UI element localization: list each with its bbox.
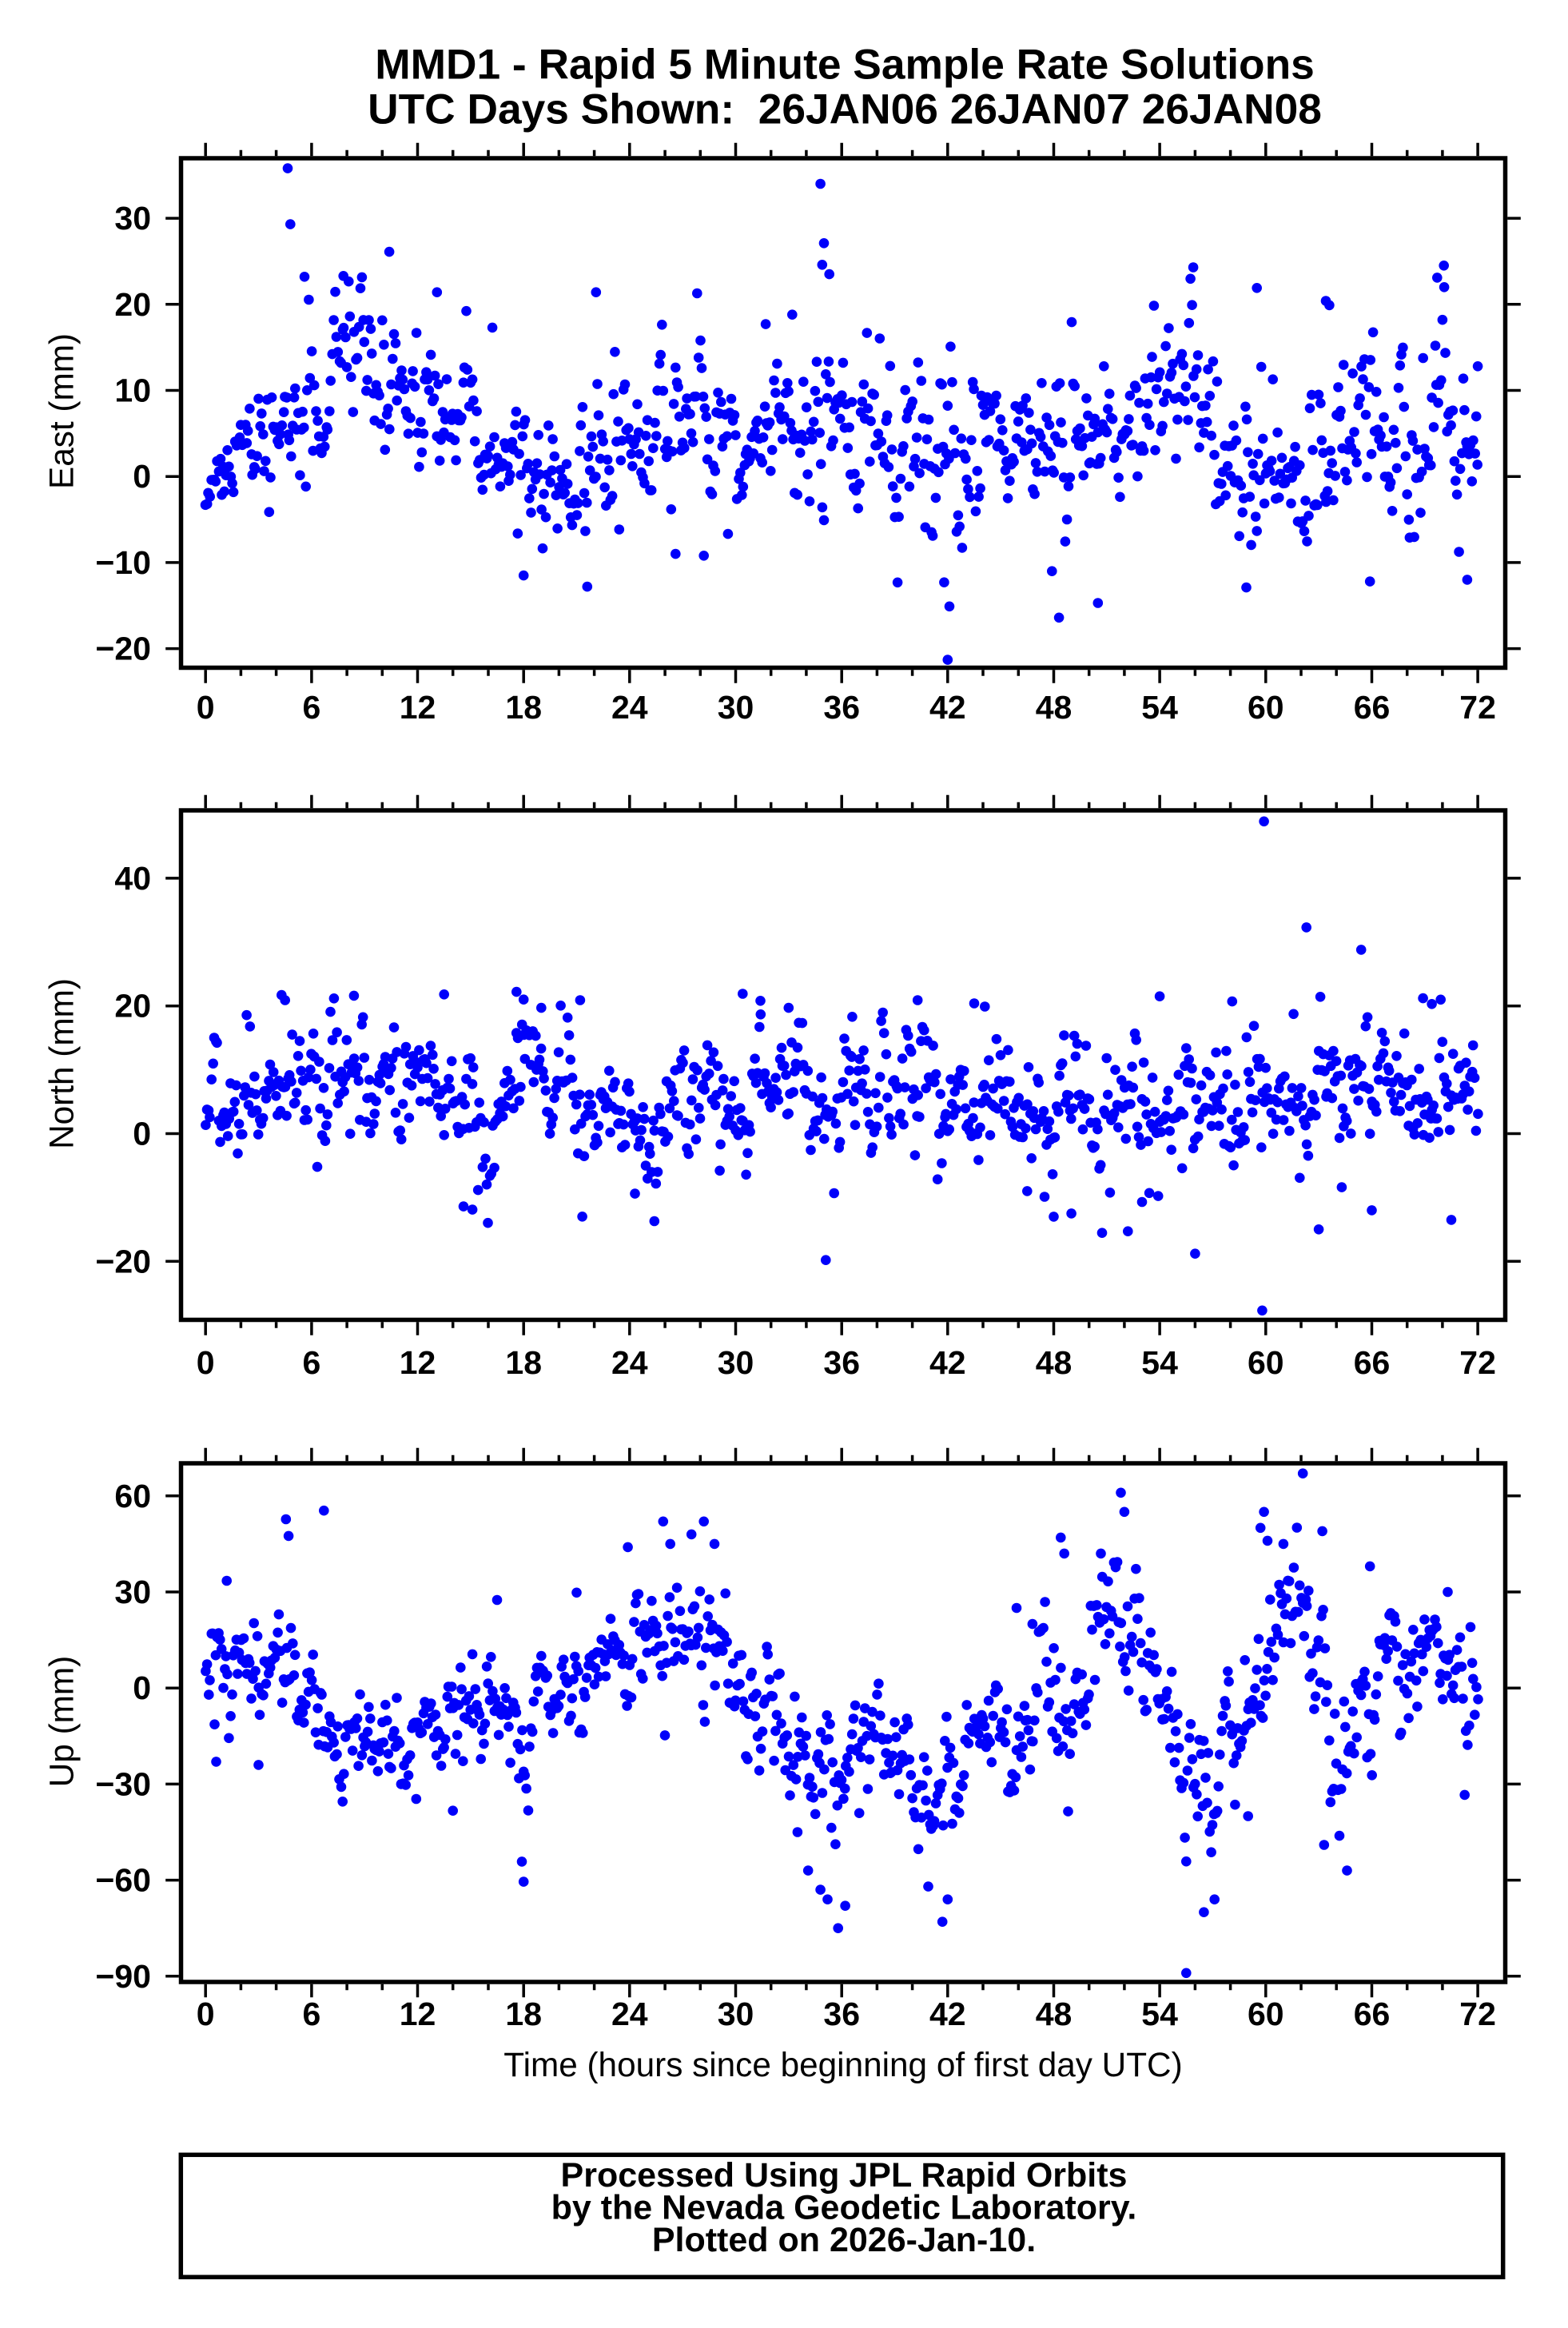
svg-text:−20: −20: [95, 1243, 151, 1279]
svg-text:0: 0: [197, 689, 215, 726]
svg-text:18: 18: [505, 1344, 542, 1381]
svg-text:6: 6: [302, 1344, 320, 1381]
svg-text:72: 72: [1459, 1344, 1496, 1381]
svg-text:66: 66: [1354, 1996, 1391, 2032]
svg-text:66: 66: [1354, 1344, 1391, 1381]
svg-text:12: 12: [400, 1996, 436, 2032]
svg-text:48: 48: [1036, 689, 1073, 726]
svg-text:48: 48: [1036, 1996, 1073, 2032]
svg-text:12: 12: [400, 1344, 436, 1381]
svg-text:−10: −10: [95, 544, 151, 581]
svg-text:30: 30: [718, 689, 754, 726]
svg-text:36: 36: [823, 689, 860, 726]
svg-text:54: 54: [1141, 1996, 1178, 2032]
svg-text:20: 20: [114, 286, 151, 323]
svg-text:24: 24: [611, 1344, 648, 1381]
svg-text:42: 42: [929, 1996, 966, 2032]
svg-text:0: 0: [133, 458, 151, 495]
svg-text:18: 18: [505, 689, 542, 726]
svg-text:72: 72: [1459, 1996, 1496, 2032]
svg-text:0: 0: [197, 1996, 215, 2032]
svg-text:Up (mm): Up (mm): [43, 1656, 81, 1787]
svg-text:0: 0: [197, 1344, 215, 1381]
svg-text:60: 60: [114, 1478, 151, 1514]
svg-text:−60: −60: [95, 1862, 151, 1899]
svg-text:30: 30: [114, 1574, 151, 1610]
svg-text:10: 10: [114, 372, 151, 409]
svg-text:60: 60: [1248, 1344, 1284, 1381]
svg-text:20: 20: [114, 988, 151, 1025]
svg-text:42: 42: [929, 1344, 966, 1381]
svg-text:12: 12: [400, 689, 436, 726]
svg-text:−20: −20: [95, 631, 151, 667]
svg-text:60: 60: [1248, 1996, 1284, 2032]
svg-text:−90: −90: [95, 1958, 151, 1995]
svg-text:54: 54: [1141, 689, 1178, 726]
svg-text:MMD1 - Rapid 5 Minute Sample R: MMD1 - Rapid 5 Minute Sample Rate Soluti…: [375, 41, 1315, 88]
svg-text:48: 48: [1036, 1344, 1073, 1381]
svg-text:0: 0: [133, 1116, 151, 1152]
svg-text:72: 72: [1459, 689, 1496, 726]
svg-text:24: 24: [611, 689, 648, 726]
svg-text:18: 18: [505, 1996, 542, 2032]
svg-text:North (mm): North (mm): [43, 978, 81, 1149]
svg-text:−30: −30: [95, 1765, 151, 1802]
svg-text:30: 30: [718, 1996, 754, 2032]
svg-text:East (mm): East (mm): [43, 333, 81, 489]
svg-text:40: 40: [114, 860, 151, 897]
svg-text:30: 30: [114, 200, 151, 237]
svg-text:Plotted on 2026-Jan-10.: Plotted on 2026-Jan-10.: [652, 2221, 1036, 2259]
svg-text:24: 24: [611, 1996, 648, 2032]
svg-text:60: 60: [1248, 689, 1284, 726]
svg-text:by the Nevada Geodetic Laborat: by the Nevada Geodetic Laboratory.: [551, 2189, 1137, 2227]
svg-text:UTC Days Shown: 26JAN06 26JAN: UTC Days Shown: 26JAN06 26JAN07 26JAN08: [368, 86, 1322, 133]
svg-text:54: 54: [1141, 1344, 1178, 1381]
svg-text:30: 30: [718, 1344, 754, 1381]
svg-text:0: 0: [133, 1669, 151, 1706]
svg-text:6: 6: [302, 689, 320, 726]
svg-text:42: 42: [929, 689, 966, 726]
svg-text:6: 6: [302, 1996, 320, 2032]
svg-text:Time (hours since beginning of: Time (hours since beginning of first day…: [503, 2046, 1182, 2083]
svg-text:Processed Using JPL Rapid Orbi: Processed Using JPL Rapid Orbits: [561, 2156, 1128, 2195]
svg-text:36: 36: [823, 1344, 860, 1381]
svg-text:36: 36: [823, 1996, 860, 2032]
svg-text:66: 66: [1354, 689, 1391, 726]
